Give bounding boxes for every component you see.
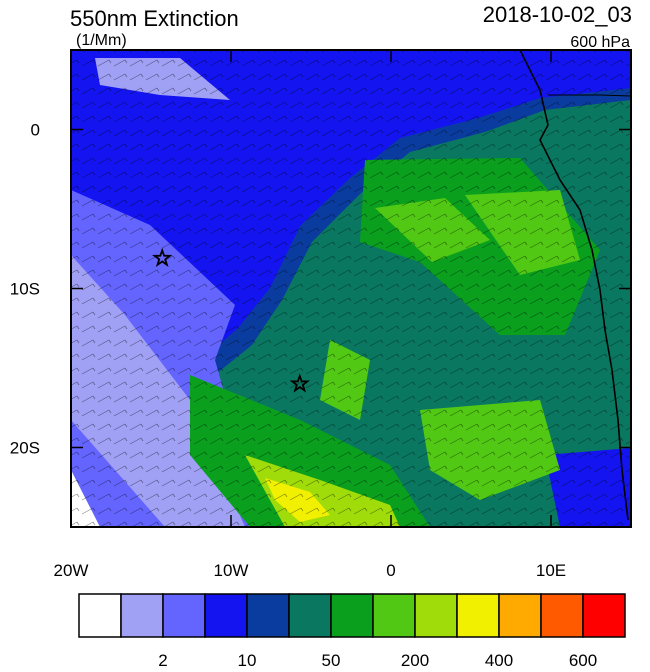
time: 2018-10-02_03 [483,2,632,27]
colorbar-box [288,593,332,638]
colorbar-box [456,593,500,638]
border [548,94,631,97]
y-tick-label: 20S [10,439,40,458]
colorbar-box [330,593,374,638]
colorbar-box [204,593,248,638]
colorbar-label: 200 [401,651,429,667]
site-marker [151,247,173,268]
colorbar-box [498,593,542,638]
level: 600 hPa [570,34,630,51]
wind-barbs [71,50,631,527]
colorbar-box [246,593,290,638]
colorbar-box [78,593,122,638]
x-tick-label: 10W [214,561,249,580]
site-marker [289,373,311,393]
x-tick-label: 10E [536,561,566,580]
colorbar-label: 10 [238,651,257,667]
colorbar-box [414,593,458,638]
colorbar-box [162,593,206,638]
colorbar-box [582,593,626,638]
y-tick-label: 10S [10,280,40,299]
colorbar-label: 400 [485,651,513,667]
field [71,50,631,527]
units: (1/Mm) [76,32,127,49]
colorbar-label: 600 [569,651,597,667]
x-tick-label: 0 [386,561,395,580]
title: 550nm Extinction [70,6,239,31]
y-tick-label: 0 [31,121,40,140]
colorbar-label: 50 [322,651,341,667]
colorbar-box [540,593,584,638]
x-tick-label: 20W [54,561,89,580]
colorbar-label: 2 [158,651,167,667]
colorbar-box [372,593,416,638]
colorbar-box [120,593,164,638]
coastline [519,50,629,521]
